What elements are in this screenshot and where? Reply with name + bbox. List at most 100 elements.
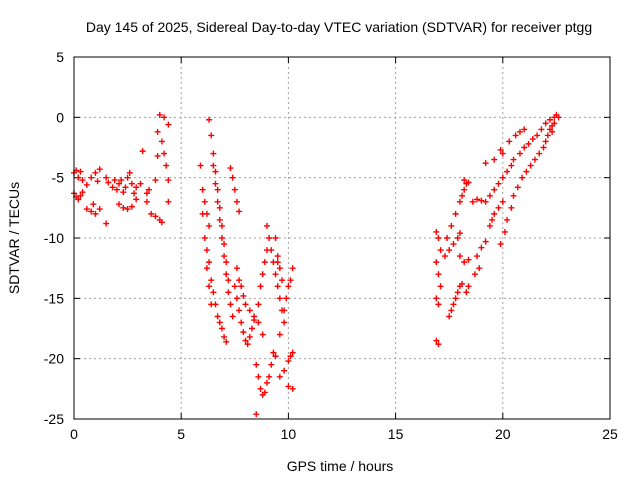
data-point xyxy=(257,385,264,392)
data-point xyxy=(474,196,481,203)
data-point xyxy=(206,283,213,290)
data-point xyxy=(276,373,283,380)
data-point xyxy=(165,198,172,205)
data-point xyxy=(461,177,468,184)
data-point xyxy=(287,277,294,284)
data-point xyxy=(158,219,165,226)
data-point xyxy=(105,179,112,186)
data-point xyxy=(504,216,511,223)
data-point xyxy=(206,259,213,266)
data-point xyxy=(448,307,455,314)
data-point xyxy=(116,180,123,187)
data-point xyxy=(497,241,504,248)
data-point xyxy=(139,148,146,155)
plot-frame xyxy=(73,56,611,420)
data-point xyxy=(216,204,223,211)
data-point xyxy=(542,138,549,145)
data-point xyxy=(463,289,470,296)
y-tick-label: -5 xyxy=(52,170,65,186)
data-point xyxy=(83,206,90,213)
data-point xyxy=(233,198,240,205)
data-point xyxy=(208,277,215,284)
data-point xyxy=(274,283,281,290)
data-point xyxy=(199,186,206,193)
data-point xyxy=(161,150,168,157)
data-point xyxy=(113,186,120,193)
data-point xyxy=(471,271,478,278)
data-point xyxy=(285,383,292,390)
data-point xyxy=(242,337,249,344)
data-point xyxy=(542,120,549,127)
data-point xyxy=(248,325,255,332)
data-point xyxy=(433,228,440,235)
data-point xyxy=(259,271,266,278)
data-point xyxy=(242,301,249,308)
data-point xyxy=(521,144,528,151)
data-point xyxy=(96,206,103,213)
data-point xyxy=(270,349,277,356)
data-point xyxy=(120,189,127,196)
data-point xyxy=(446,313,453,320)
data-point xyxy=(236,208,243,215)
data-point xyxy=(255,301,262,308)
y-tick-label: -10 xyxy=(44,230,64,246)
data-point xyxy=(131,190,138,197)
data-point xyxy=(212,180,219,187)
data-point xyxy=(461,259,468,266)
data-point xyxy=(276,331,283,338)
data-point xyxy=(465,283,472,290)
data-point xyxy=(486,192,493,199)
data-point xyxy=(210,150,217,157)
data-point xyxy=(218,222,225,229)
y-tick-label: -15 xyxy=(44,290,64,306)
data-point xyxy=(274,259,281,266)
data-point xyxy=(238,319,245,326)
data-point xyxy=(165,121,172,128)
data-point xyxy=(456,230,463,237)
data-point xyxy=(456,198,463,205)
data-point xyxy=(246,307,253,314)
data-point xyxy=(549,128,556,135)
data-point xyxy=(263,379,270,386)
data-point xyxy=(285,283,292,290)
data-point xyxy=(236,277,243,284)
data-point xyxy=(482,160,489,167)
data-point xyxy=(255,373,262,380)
data-point xyxy=(231,186,238,193)
data-point xyxy=(433,337,440,344)
data-point xyxy=(221,253,228,260)
data-point xyxy=(223,259,230,266)
data-point xyxy=(79,189,86,196)
data-point xyxy=(289,265,296,272)
data-point xyxy=(435,235,442,241)
data-point xyxy=(555,114,562,121)
y-axis-label: SDTVAR / TECUs xyxy=(6,182,22,294)
data-point xyxy=(546,116,553,123)
data-point xyxy=(278,277,285,284)
data-point xyxy=(499,150,506,157)
data-point xyxy=(103,220,110,227)
data-point xyxy=(77,168,84,175)
data-point xyxy=(251,313,258,320)
data-point xyxy=(240,292,247,299)
data-point xyxy=(77,192,84,199)
data-point xyxy=(92,210,99,217)
data-point xyxy=(289,385,296,392)
data-point xyxy=(274,253,281,260)
data-point xyxy=(96,166,103,173)
data-point xyxy=(83,181,90,188)
data-point xyxy=(161,114,168,121)
data-point xyxy=(146,186,153,193)
data-point xyxy=(227,165,234,172)
data-point xyxy=(469,198,476,205)
data-point xyxy=(90,201,97,208)
data-point xyxy=(551,120,558,127)
data-point xyxy=(459,280,466,287)
data-point xyxy=(255,319,262,326)
axis-ticks: 0 5 10 15 20 25 -25 -20 -15 -10 -5 0 5 xyxy=(44,49,618,442)
data-point xyxy=(450,301,457,308)
data-point xyxy=(504,168,511,175)
data-point xyxy=(223,338,230,345)
data-point xyxy=(128,180,135,187)
x-axis-label: GPS time / hours xyxy=(287,458,394,474)
